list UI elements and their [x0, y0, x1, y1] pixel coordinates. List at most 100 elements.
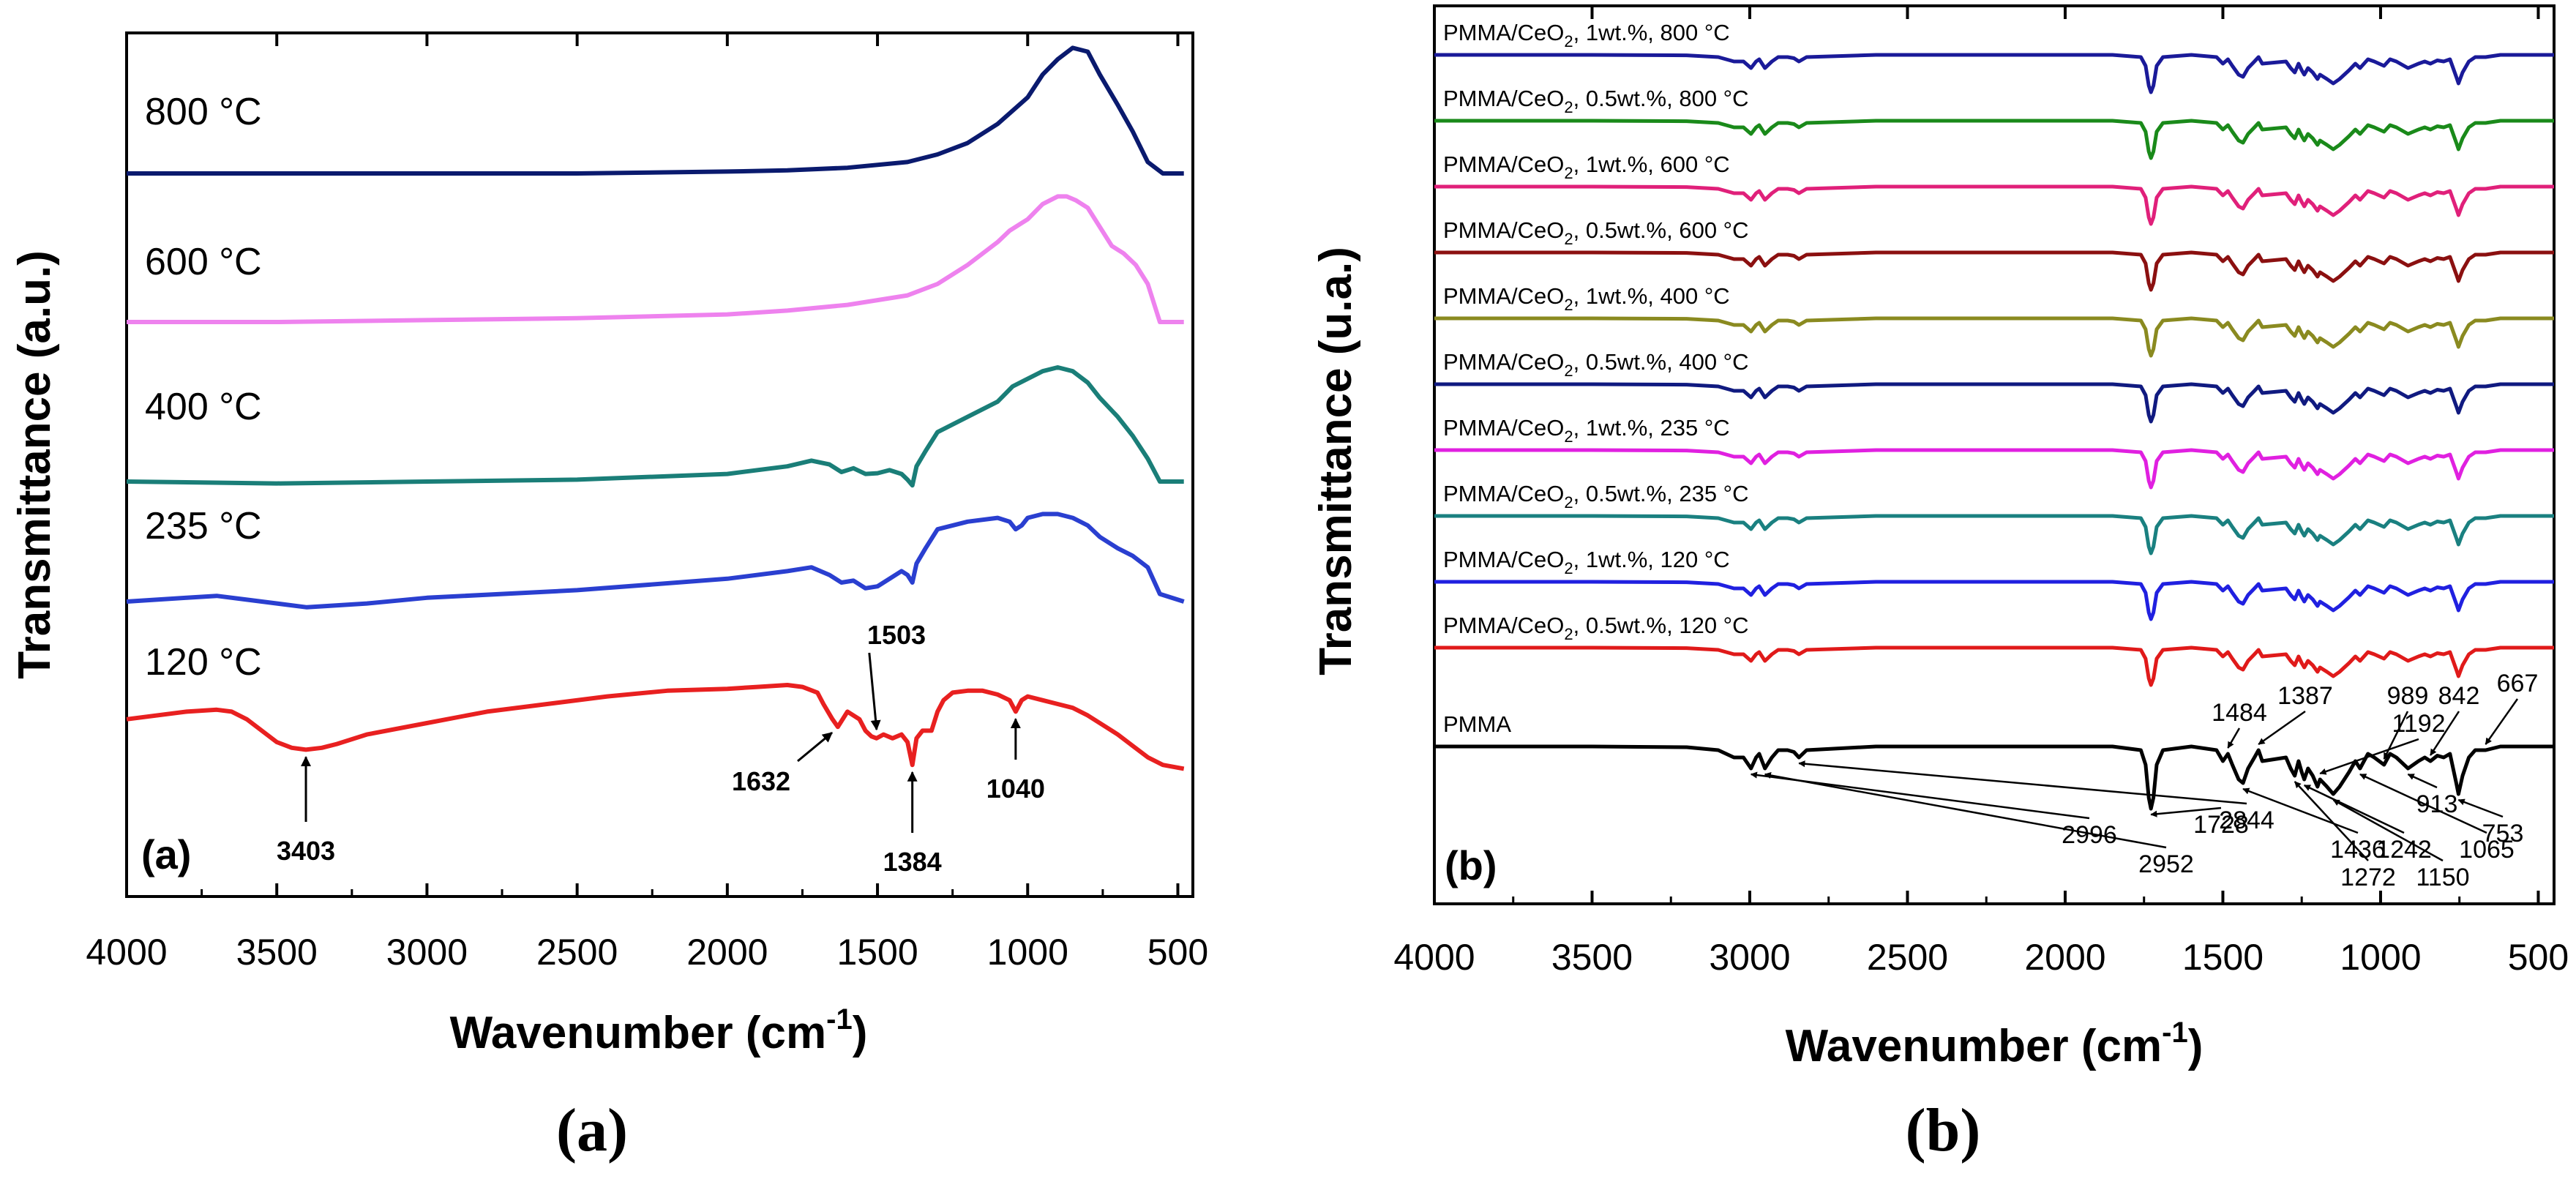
panel-b-series-0: [1434, 53, 2554, 94]
panel-b-series-3: [1434, 250, 2554, 292]
panel-b-series-9: [1434, 645, 2554, 687]
panel-b-series-7: [1434, 514, 2554, 555]
panel-b-series-10: [1434, 744, 2554, 811]
panel-a-series-label: 235 °C: [145, 505, 262, 547]
panel-b-y-axis-label: Transmittance (u.a.): [1311, 247, 1361, 675]
panel-b-x-tick-label: 3500: [1551, 937, 1633, 978]
panel-a-series-label: 400 °C: [145, 386, 262, 428]
panel-b: 4000 3500 3000 2500 2000 1500 1000 500 PMMA/CeO…: [1311, 4, 2569, 1164]
panel-b-annotation-label: 1065: [2459, 836, 2515, 864]
panel-b-annotation-label: 913: [2416, 790, 2458, 818]
panel-b-annotation-label: 2996: [2062, 821, 2117, 849]
panel-a-frame: [125, 31, 1194, 898]
panel-b-series-8: [1434, 580, 2554, 621]
panel-b-annotation-label: 1484: [2212, 699, 2267, 727]
panel-a-series-1: [127, 194, 1184, 324]
panel-a-annotation-label: 1040: [986, 774, 1045, 804]
panel-a-annotations: 3403 1632 1503 1384 1040: [277, 620, 1045, 877]
panel-a: 4000 3500 3000 2500 2000 1500 1000 500 800 °C 60…: [10, 31, 1208, 1164]
panel-b-annotation-arrow: [2319, 738, 2419, 775]
panel-a-x-tick-label: 1000: [987, 932, 1068, 973]
panel-b-x-tick-label: 4000: [1393, 937, 1475, 978]
panel-b-series-label: PMMA/CeO2, 0.5wt.%, 235 °C: [1443, 481, 1748, 512]
panel-b-annotation-label: 1150: [2416, 864, 2469, 891]
panel-b-annotation-arrow: [2457, 798, 2504, 818]
panel-b-series-label: PMMA/CeO2, 0.5wt.%, 600 °C: [1443, 217, 1748, 248]
panel-b-curves: PMMA/CeO2, 1wt.%, 800 °C PMMA/CeO2, 0.5wt…: [1434, 20, 2554, 811]
panel-b-series-label: PMMA/CeO2, 1wt.%, 600 °C: [1443, 151, 1730, 182]
panel-b-annotation-arrow: [2430, 711, 2460, 756]
panel-b-series-label: PMMA/CeO2, 0.5wt.%, 120 °C: [1443, 613, 1748, 643]
panel-a-x-tick-label: 2500: [536, 932, 618, 973]
panel-b-series-label: PMMA/CeO2, 1wt.%, 120 °C: [1443, 547, 1730, 577]
panel-b-annotation-arrow: [2383, 711, 2409, 760]
panel-a-x-tick-label: 500: [1147, 932, 1208, 973]
panel-b-annotation-label: 2844: [2219, 806, 2274, 834]
panel-b-x-axis-label: Wavenumber (cm-1): [1786, 1017, 2204, 1071]
panel-a-curves: 800 °C 600 °C 400 °C 235 °C 120 °C: [126, 45, 1185, 771]
panel-a-ticks: 4000 3500 3000 2500 2000 1500 1000 500: [86, 33, 1208, 973]
panel-b-ticks: 4000 3500 3000 2500 2000 1500 1000 500: [1393, 6, 2569, 978]
panel-a-annotation-arrow: [868, 652, 881, 731]
panel-b-annotation-arrow: [1764, 771, 2167, 849]
panel-b-x-tick-label: 2500: [1867, 937, 1948, 978]
panel-a-label: (a): [141, 831, 191, 877]
panel-b-x-tick-label: 1000: [2340, 937, 2421, 978]
panel-b-annotation-arrow: [2359, 773, 2487, 834]
panel-b-annotation-arrow: [2150, 806, 2222, 817]
panel-b-series-6: [1434, 448, 2554, 490]
panel-b-annotation-arrow: [2294, 781, 2369, 861]
panel-a-series-2: [126, 365, 1184, 488]
panel-b-annotation-arrow: [2258, 710, 2306, 746]
panel-a-series-3: [126, 512, 1185, 610]
panel-b-label: (b): [1445, 842, 1497, 888]
panel-b-series-label: PMMA/CeO2, 0.5wt.%, 800 °C: [1443, 86, 1748, 116]
panel-a-annotation-label: 1384: [883, 847, 942, 877]
panel-b-series-label: PMMA/CeO2, 1wt.%, 800 °C: [1443, 20, 1730, 50]
panel-b-annotation-arrow: [2227, 727, 2241, 749]
panel-b-annotation-label: 1728: [2193, 811, 2249, 839]
panel-b-annotation-arrow: [2242, 787, 2359, 834]
panel-a-annotation-label: 3403: [277, 836, 335, 866]
panel-a-series-label: 800 °C: [145, 91, 262, 133]
panel-a-series-4: [126, 683, 1185, 771]
panel-a-y-axis-label: Transmittance (a.u.): [10, 250, 60, 679]
panel-b-caption: (b): [1906, 1096, 1981, 1164]
panel-b-annotation-arrow: [2332, 798, 2444, 862]
panel-b-frame: [1433, 4, 2556, 905]
panel-b-annotation-arrow: [2303, 784, 2405, 834]
panel-b-annotation-label: 2952: [2138, 850, 2194, 878]
panel-a-x-tick-label: 4000: [86, 932, 167, 973]
panel-b-series-label: PMMA: [1443, 711, 1511, 737]
panel-a-x-tick-label: 3000: [386, 932, 468, 973]
panel-b-annotation-label: 1272: [2340, 864, 2396, 891]
panel-a-annotation-label: 1503: [867, 620, 926, 650]
panel-b-x-tick-label: 3000: [1709, 937, 1790, 978]
panel-b-annotation-arrow: [2485, 698, 2519, 745]
panel-b-annotation-label: 989: [2387, 682, 2429, 710]
panel-b-series-1: [1434, 119, 2554, 160]
panel-b-annotation-label: 753: [2482, 820, 2524, 847]
panel-b-series-label: PMMA/CeO2, 0.5wt.%, 400 °C: [1443, 349, 1748, 380]
panel-a-x-axis-label: Wavenumber (cm-1): [450, 1003, 868, 1058]
panel-b-annotations: 2996295228441728148413871436127212421192…: [1750, 670, 2538, 891]
panel-a-x-tick-label: 3500: [236, 932, 318, 973]
panel-b-x-tick-label: 500: [2508, 937, 2569, 978]
panel-a-x-tick-label: 2000: [686, 932, 768, 973]
panel-a-caption: (a): [556, 1096, 628, 1164]
panel-a-x-tick-label: 1500: [836, 932, 918, 973]
panel-a-annotation-arrow: [797, 732, 833, 763]
panel-b-series-5: [1434, 382, 2554, 424]
panel-b-series-2: [1434, 184, 2554, 226]
panel-a-series-label: 120 °C: [145, 641, 262, 684]
panel-a-series-label: 600 °C: [145, 241, 262, 283]
panel-b-x-tick-label: 2000: [2024, 937, 2105, 978]
panel-b-annotation-arrow: [1798, 760, 2247, 805]
panel-b-x-tick-label: 1500: [2182, 937, 2264, 978]
panel-a-annotation-label: 1632: [732, 766, 790, 796]
panel-b-series-4: [1434, 316, 2554, 358]
panel-b-series-label: PMMA/CeO2, 1wt.%, 235 °C: [1443, 415, 1730, 446]
panel-b-annotation-label: 1387: [2277, 682, 2333, 710]
panel-b-annotation-label: 1192: [2392, 710, 2445, 738]
panel-b-series-label: PMMA/CeO2, 1wt.%, 400 °C: [1443, 283, 1730, 314]
